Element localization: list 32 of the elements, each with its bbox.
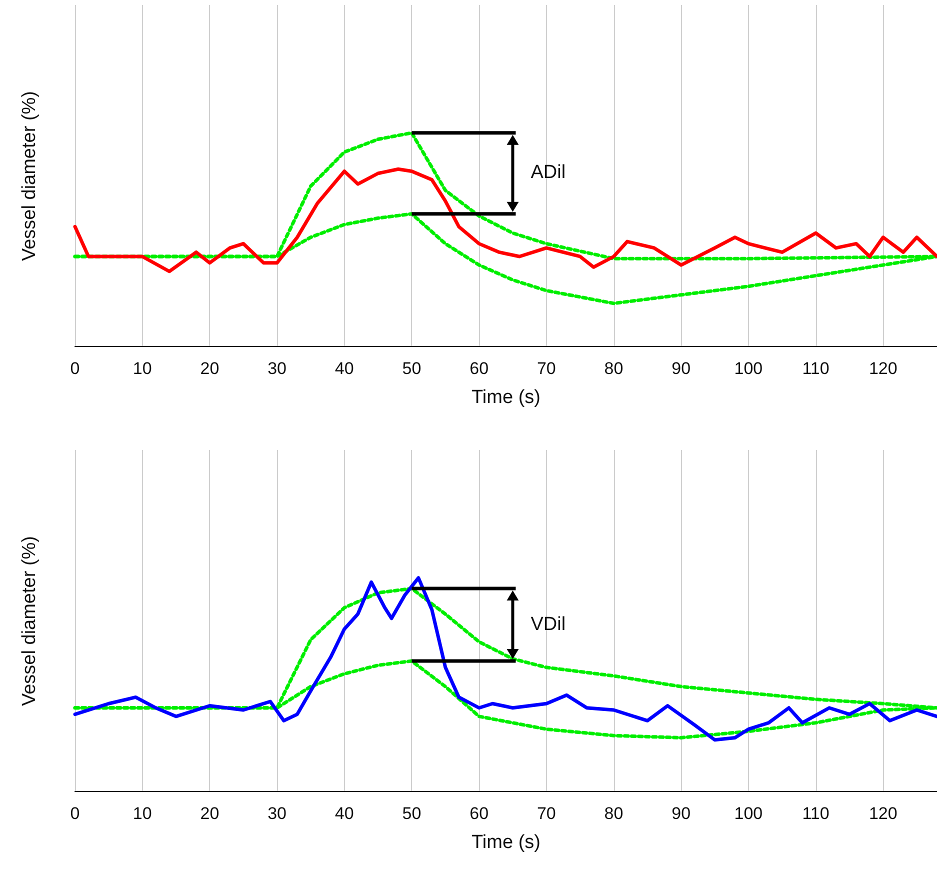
x-tick-label: 80 — [604, 359, 624, 378]
x-tick-label: 10 — [132, 359, 152, 378]
x-tick-label: 30 — [268, 804, 286, 823]
x-tick-label: 30 — [268, 359, 286, 378]
x-tick-label: 110 — [802, 359, 830, 378]
x-tick-label: 20 — [200, 359, 220, 378]
x-tick-label: 0 — [70, 359, 80, 378]
x-tick-label: 40 — [334, 359, 354, 378]
x-axis-title: Time (s) — [472, 387, 540, 408]
x-tick-label: 110 — [802, 804, 830, 823]
x-tick-label: 20 — [200, 804, 220, 823]
x-tick-label: 10 — [132, 804, 152, 823]
x-tick-label: 70 — [536, 804, 556, 823]
x-tick-label: 70 — [536, 359, 556, 378]
x-tick-label: 100 — [734, 359, 763, 378]
y-axis-title: Vessel diameter (%) — [19, 535, 41, 706]
annotation: VDil — [530, 614, 566, 636]
x-tick-label: 120 — [868, 359, 898, 378]
x-tick-label: 120 — [868, 804, 898, 823]
x-tick-label: 60 — [470, 804, 489, 823]
y-axis-title: Vessel diameter (%) — [19, 90, 41, 261]
x-tick-label: 90 — [672, 359, 691, 378]
annotation: ADil — [530, 162, 566, 184]
x-tick-label: 80 — [604, 804, 624, 823]
x-tick-label: 100 — [734, 804, 763, 823]
x-tick-label: 50 — [402, 359, 422, 378]
x-tick-label: 50 — [402, 804, 422, 823]
x-tick-label: 90 — [672, 804, 691, 823]
x-axis-title: Time (s) — [472, 832, 540, 853]
x-tick-label: 60 — [470, 359, 489, 378]
x-tick-label: 40 — [334, 804, 354, 823]
x-tick-label: 0 — [70, 804, 80, 823]
